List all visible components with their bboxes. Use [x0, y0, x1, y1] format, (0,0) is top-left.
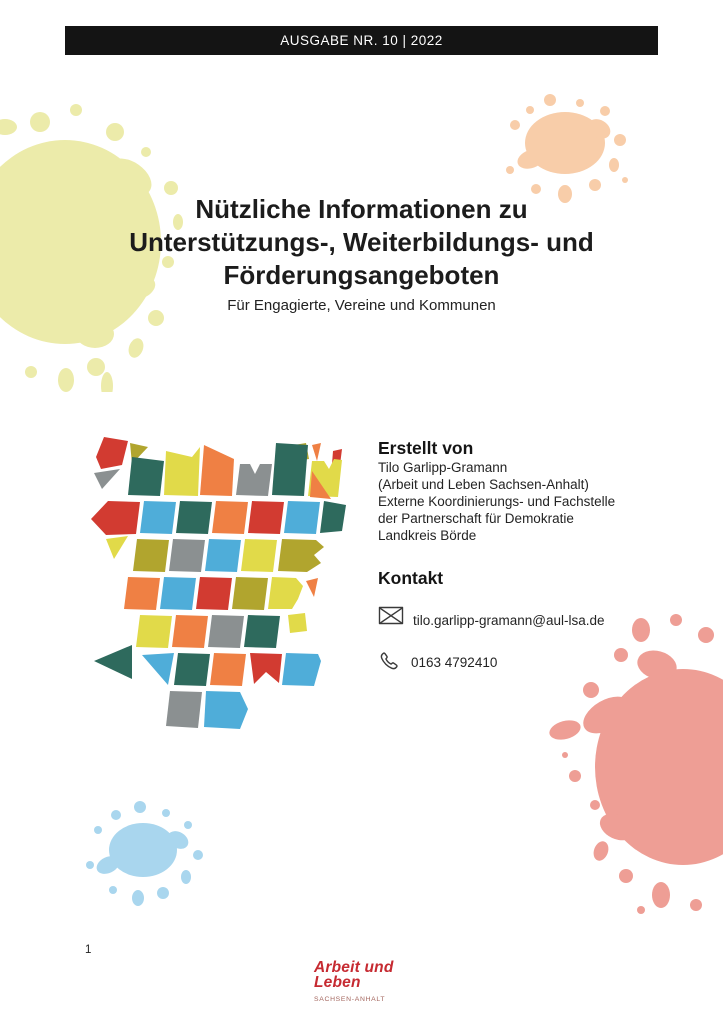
- logo-line1: Arbeit und: [314, 959, 394, 976]
- document-title-line1: Nützliche Informationen zu: [195, 194, 528, 224]
- logo-line2: Leben: [314, 974, 361, 991]
- page-number: 1: [85, 944, 92, 956]
- info-column: Erstellt von Tilo Garlipp-Gramann (Arbei…: [378, 430, 646, 674]
- document-title: Nützliche Informationen zu Unterstützung…: [0, 193, 723, 314]
- contact-heading: Kontakt: [378, 568, 444, 588]
- envelope-icon: [378, 606, 404, 625]
- arbeit-und-leben-logo: Arbeit und Leben SACHSEN-ANHALT: [314, 960, 394, 1004]
- boerde-mosaic-map-graphic: [91, 437, 346, 729]
- phone-icon: [380, 652, 398, 670]
- main-content: Erstellt von Tilo Garlipp-Gramann (Arbei…: [88, 430, 646, 738]
- paint-splat-blue: [86, 801, 203, 906]
- contact-phone: 0163 4792410: [411, 654, 498, 670]
- document-subtitle: Für Engagierte, Vereine und Kommunen: [227, 297, 496, 314]
- paint-splat-peach: [506, 94, 628, 203]
- created-by-heading: Erstellt von: [378, 438, 474, 458]
- author-org: (Arbeit und Leben Sachsen-Anhalt): [378, 477, 589, 492]
- document-title-line2: Unterstützungs-, Weiterbildungs- und: [129, 227, 594, 257]
- contact-email: tilo.garlipp-gramann@aul-lsa.de: [413, 613, 605, 628]
- role-line-1: Externe Koordinierungs- und Fachstelle: [378, 494, 616, 509]
- role-line-2: der Partnerschaft für Demokratie: [378, 511, 574, 526]
- contact-phone-row: 0163 4792410: [378, 650, 646, 674]
- issue-label: AUSGABE NR. 10 | 2022: [280, 33, 443, 48]
- role-line-3: Landkreis Börde: [378, 528, 477, 543]
- contact-email-row: tilo.garlipp-gramann@aul-lsa.de: [378, 606, 646, 628]
- author-name: Tilo Garlipp-Gramann: [378, 460, 508, 475]
- logo-subline: SACHSEN-ANHALT: [314, 996, 386, 1003]
- issue-banner: AUSGABE NR. 10 | 2022: [65, 26, 658, 55]
- document-title-line3: Förderungsangeboten: [223, 260, 500, 290]
